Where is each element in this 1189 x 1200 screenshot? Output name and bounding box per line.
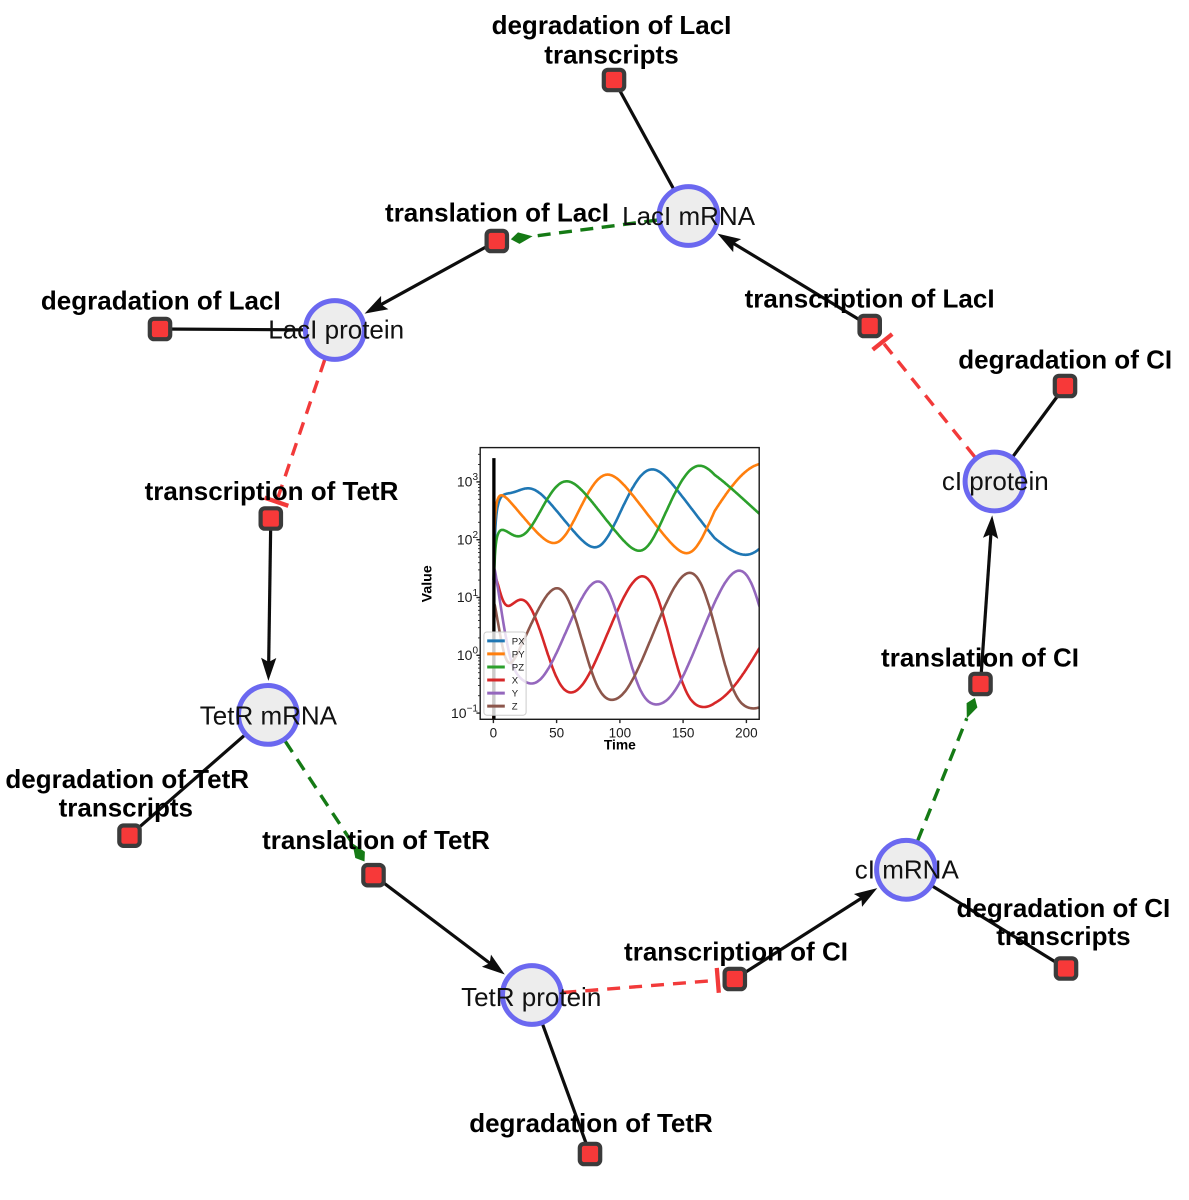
svg-text:PX: PX [512, 636, 525, 647]
svg-text:PZ: PZ [512, 662, 524, 673]
svg-text:LacI protein: LacI protein [268, 314, 404, 344]
svg-text:Y: Y [512, 689, 519, 700]
svg-text:TetR protein: TetR protein [461, 982, 601, 1012]
svg-text:Time: Time [604, 738, 636, 753]
svg-text:Z: Z [512, 702, 518, 713]
svg-text:0: 0 [490, 726, 498, 741]
svg-text:50: 50 [549, 726, 564, 741]
svg-text:X: X [512, 675, 519, 686]
svg-text:degradation of CI: degradation of CI [958, 344, 1172, 374]
svg-text:cI protein: cI protein [942, 466, 1049, 496]
svg-text:transcripts: transcripts [996, 921, 1130, 951]
svg-text:degradation of TetR: degradation of TetR [469, 1108, 713, 1138]
svg-text:LacI mRNA: LacI mRNA [622, 201, 756, 231]
svg-text:transcription of LacI: transcription of LacI [745, 284, 995, 314]
svg-text:transcripts: transcripts [59, 792, 193, 822]
svg-text:translation of TetR: translation of TetR [262, 825, 490, 855]
svg-text:PY: PY [512, 649, 525, 660]
svg-text:150: 150 [672, 726, 695, 741]
svg-text:transcription of TetR: transcription of TetR [145, 476, 399, 506]
svg-text:100: 100 [609, 726, 632, 741]
svg-text:degradation of CI: degradation of CI [957, 893, 1171, 923]
svg-text:cI mRNA: cI mRNA [855, 855, 960, 885]
svg-text:degradation of LacI: degradation of LacI [41, 286, 281, 316]
svg-text:transcripts: transcripts [544, 40, 678, 70]
svg-text:200: 200 [735, 726, 758, 741]
svg-text:translation of LacI: translation of LacI [385, 198, 609, 228]
svg-text:Value: Value [420, 565, 436, 602]
svg-text:TetR mRNA: TetR mRNA [200, 701, 338, 731]
svg-text:transcription of CI: transcription of CI [624, 937, 848, 967]
svg-text:translation of CI: translation of CI [881, 643, 1079, 673]
svg-text:degradation of LacI: degradation of LacI [492, 10, 732, 40]
svg-text:degradation of TetR: degradation of TetR [5, 764, 249, 794]
